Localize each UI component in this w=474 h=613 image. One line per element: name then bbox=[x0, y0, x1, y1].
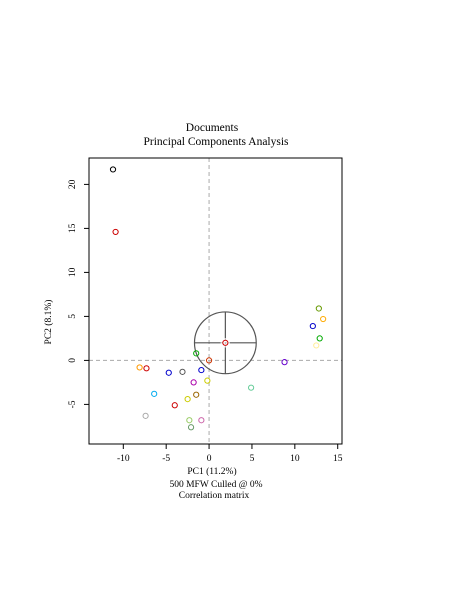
data-points bbox=[109, 166, 327, 431]
caption-line-1: 500 MFW Culled @ 0% bbox=[169, 480, 262, 490]
data-point bbox=[198, 417, 205, 424]
data-point bbox=[179, 368, 186, 375]
data-point bbox=[112, 228, 119, 236]
x-tick-label: 15 bbox=[333, 454, 343, 464]
reference-lines bbox=[89, 158, 342, 444]
data-point bbox=[205, 357, 213, 364]
y-tick-label: -5 bbox=[68, 400, 78, 408]
data-point bbox=[281, 359, 288, 366]
caption-line-2: Correlation matrix bbox=[179, 491, 250, 501]
x-tick-label: 10 bbox=[290, 454, 300, 464]
plot-frame bbox=[88, 157, 343, 445]
data-point bbox=[247, 384, 255, 391]
x-tick-label: 0 bbox=[207, 454, 212, 464]
data-point bbox=[193, 350, 200, 357]
data-point bbox=[109, 166, 117, 173]
x-tick-label: -5 bbox=[162, 454, 170, 464]
centroid-marker bbox=[193, 311, 257, 375]
y-axis-label: PC2 (8.1%) bbox=[43, 300, 54, 345]
data-point bbox=[143, 365, 150, 372]
data-point bbox=[316, 335, 323, 342]
y-tick-label: 10 bbox=[68, 267, 78, 277]
data-point bbox=[142, 412, 149, 419]
y-tick-label: 5 bbox=[68, 314, 78, 319]
chart-subtitle: Principal Components Analysis bbox=[143, 136, 289, 148]
data-point bbox=[187, 424, 195, 431]
data-point bbox=[190, 379, 197, 386]
x-tick-label: -10 bbox=[117, 454, 130, 464]
chart-title: Documents bbox=[186, 122, 239, 134]
x-axis-label: PC1 (11.2%) bbox=[187, 466, 236, 477]
y-tick-label: 20 bbox=[68, 179, 78, 189]
data-point bbox=[204, 377, 211, 384]
data-point bbox=[151, 390, 158, 397]
y-tick-label: 15 bbox=[68, 223, 78, 233]
data-point bbox=[222, 339, 229, 346]
y-tick-label: 0 bbox=[68, 358, 78, 363]
data-point bbox=[165, 369, 172, 376]
data-point bbox=[320, 315, 327, 323]
data-point bbox=[193, 391, 200, 398]
x-axis: -10 -5 0 5 10 15 bbox=[117, 444, 343, 464]
data-point bbox=[313, 342, 320, 349]
data-point bbox=[171, 402, 178, 409]
y-axis: -5 0 5 10 15 20 bbox=[68, 179, 89, 408]
data-point bbox=[315, 305, 322, 312]
data-point bbox=[186, 417, 193, 424]
data-point bbox=[309, 322, 316, 330]
data-point bbox=[184, 396, 191, 403]
data-point bbox=[198, 366, 205, 374]
x-tick-label: 5 bbox=[250, 454, 255, 464]
data-point bbox=[136, 364, 143, 371]
